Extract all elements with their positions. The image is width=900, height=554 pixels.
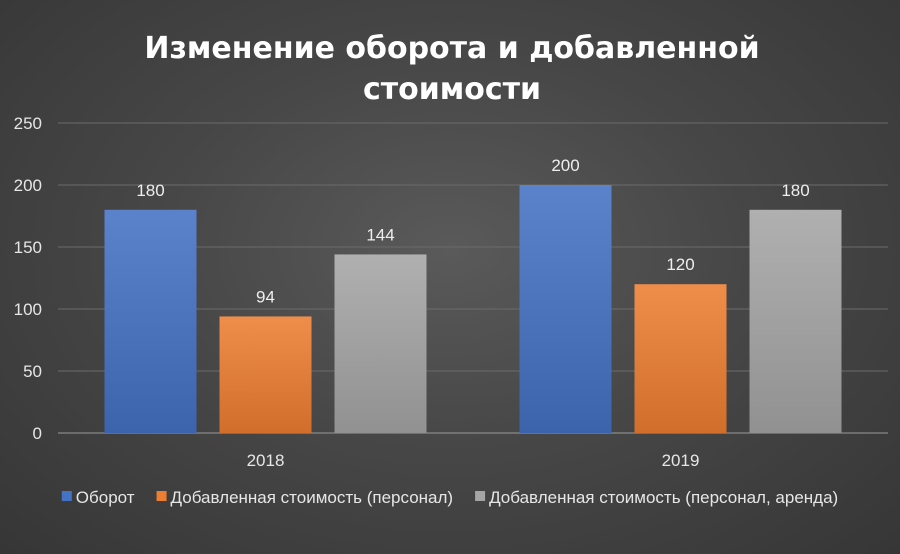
bars bbox=[104, 185, 842, 433]
bar-2019-series-1 bbox=[519, 185, 612, 433]
legend: Оборот Добавленная стоимость (персонал) До… bbox=[61, 488, 838, 507]
y-tick-label: 50 bbox=[23, 362, 42, 381]
y-tick-label: 0 bbox=[33, 424, 42, 443]
chart-title-line-2: стоимости bbox=[363, 72, 541, 107]
legend-label: Добавленная стоимость (персонал) bbox=[171, 488, 454, 507]
bar-2019-series-3 bbox=[749, 209, 842, 433]
y-tick-label: 100 bbox=[14, 300, 42, 319]
y-tick-label: 200 bbox=[14, 176, 42, 195]
bar-2019-series-2 bbox=[634, 284, 727, 433]
data-label: 180 bbox=[781, 181, 809, 200]
legend-label: Добавленная стоимость (персонал, аренда) bbox=[489, 488, 838, 507]
data-labels: 180 94 144 2018 200 120 180 2019 bbox=[136, 156, 809, 470]
bar-2018-series-3 bbox=[334, 254, 427, 433]
bar-2018-series-1 bbox=[104, 209, 197, 433]
legend-label: Оборот bbox=[76, 488, 135, 507]
chart-title-line-1: Изменение оборота и добавленной bbox=[144, 31, 759, 66]
data-label: 94 bbox=[256, 287, 275, 306]
x-category-label: 2019 bbox=[662, 451, 700, 470]
legend-swatch bbox=[156, 491, 167, 501]
data-label: 144 bbox=[366, 225, 394, 244]
data-label: 120 bbox=[666, 255, 694, 274]
legend-swatch bbox=[61, 491, 72, 501]
y-tick-label: 150 bbox=[14, 238, 42, 257]
x-category-label: 2018 bbox=[247, 451, 285, 470]
legend-swatch bbox=[475, 491, 486, 501]
data-label: 200 bbox=[551, 156, 579, 175]
data-label: 180 bbox=[136, 181, 164, 200]
bar-2018-series-2 bbox=[219, 316, 312, 433]
y-tick-label: 250 bbox=[14, 114, 42, 133]
